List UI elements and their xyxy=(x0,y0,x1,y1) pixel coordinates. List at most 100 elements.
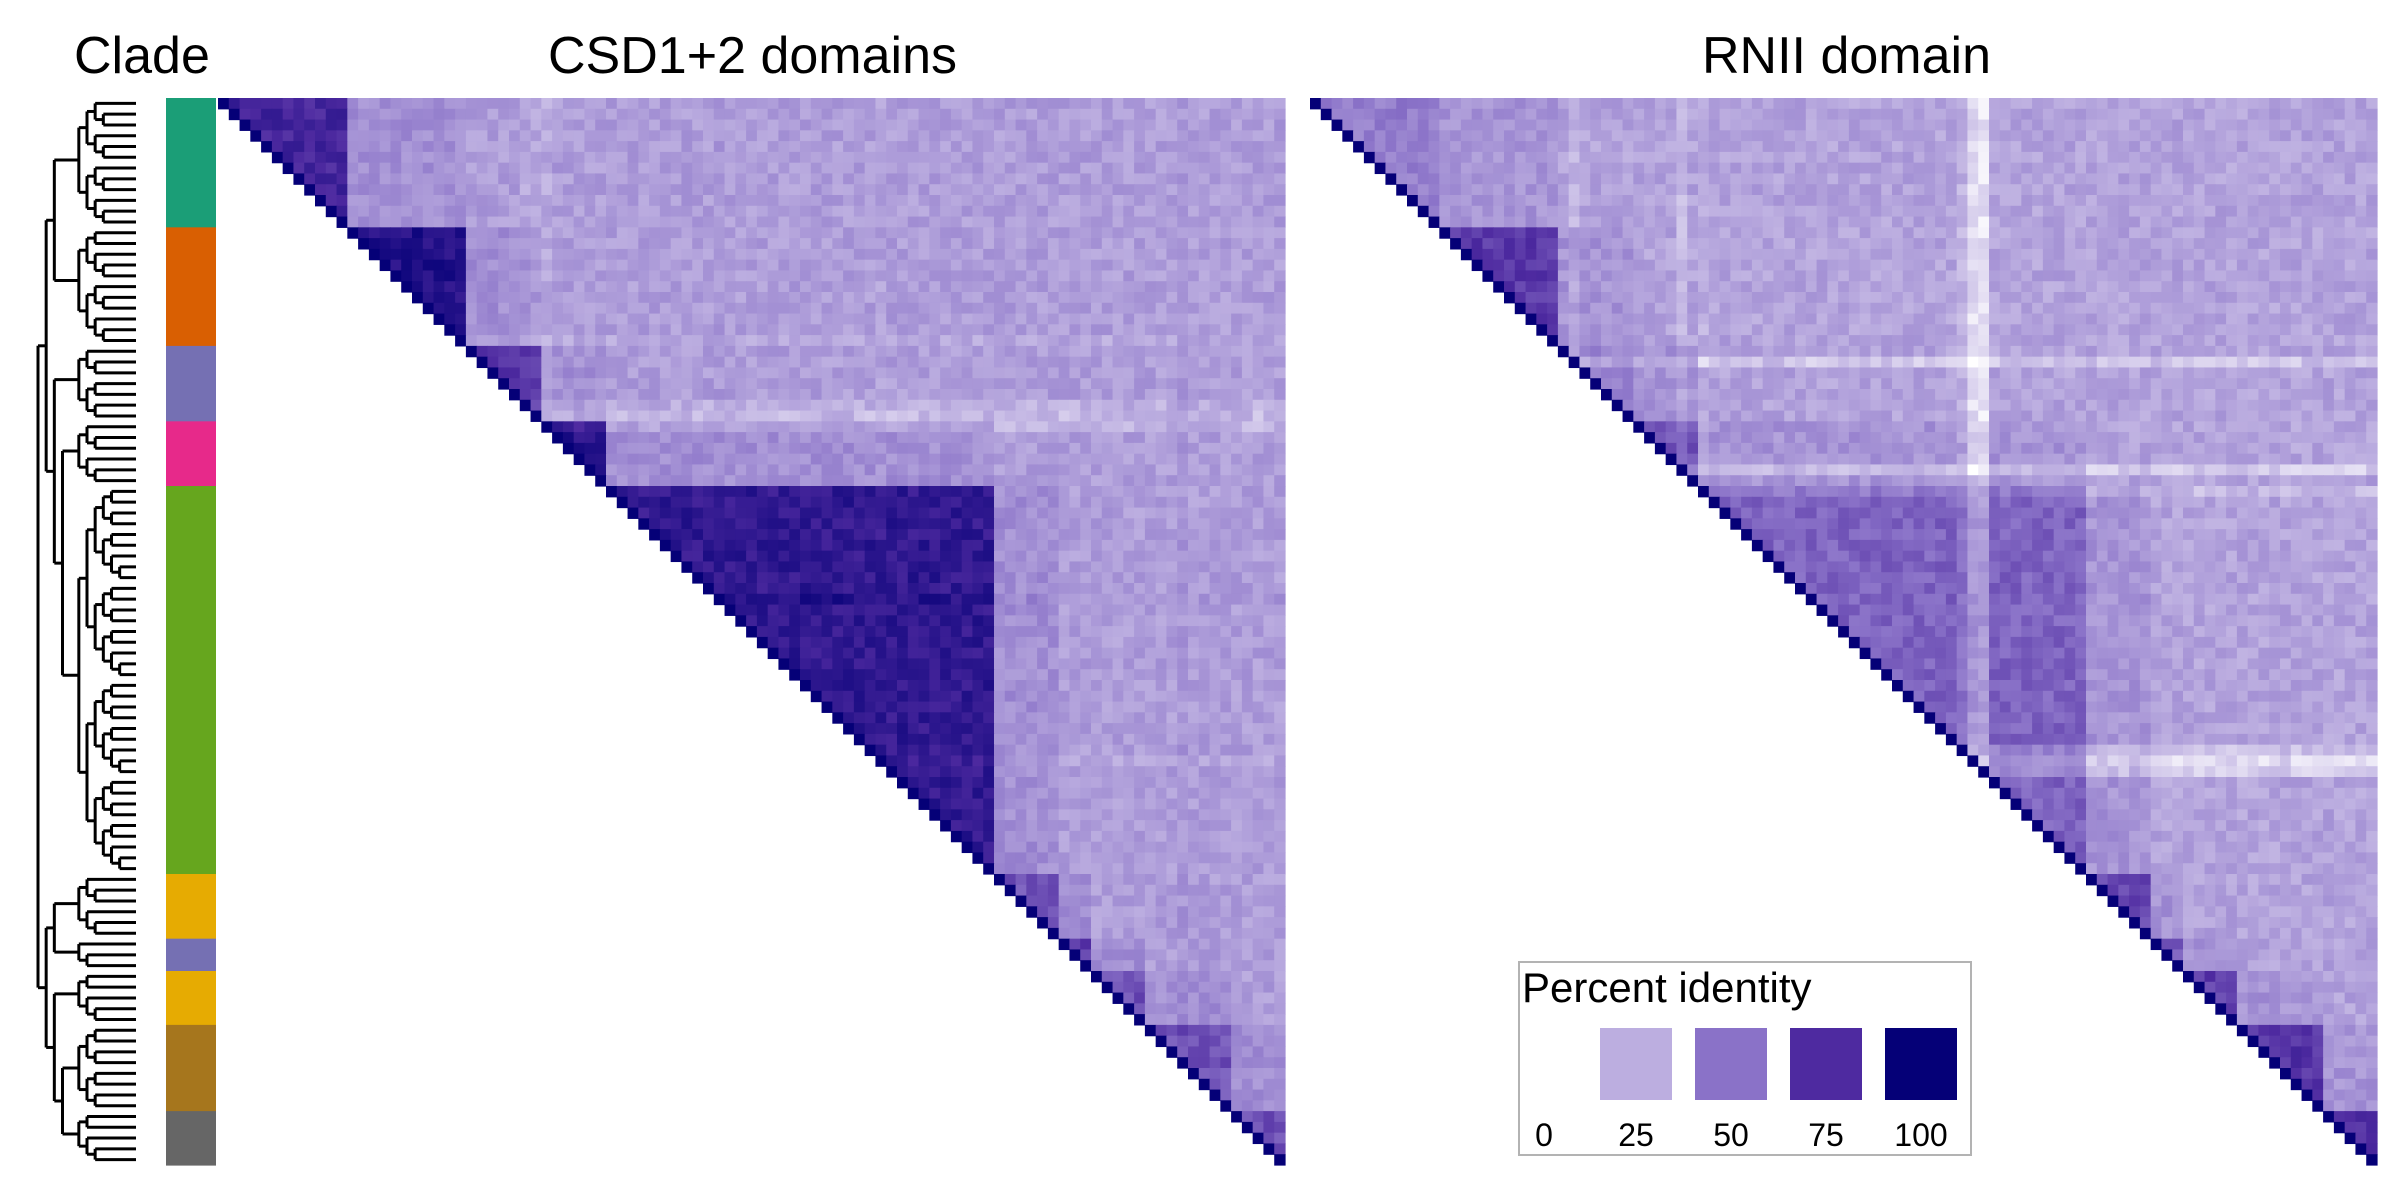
heatmap-cell xyxy=(1123,130,1135,142)
heatmap-cell xyxy=(918,421,930,433)
heatmap-cell xyxy=(1263,518,1275,530)
heatmap-cell xyxy=(1198,324,1211,336)
heatmap-cell xyxy=(455,238,467,250)
heatmap-cell xyxy=(1058,626,1071,638)
heatmap-cell xyxy=(940,723,952,735)
heatmap-cell xyxy=(1144,723,1157,735)
heatmap-cell xyxy=(1263,755,1275,767)
heatmap-cell xyxy=(1220,874,1232,886)
heatmap-cell xyxy=(659,518,672,530)
heatmap-cell xyxy=(703,529,715,541)
heatmap-cell xyxy=(562,389,575,401)
heatmap-cell xyxy=(1166,475,1178,487)
heatmap-cell xyxy=(1015,335,1027,347)
heatmap-cell xyxy=(1252,755,1265,767)
heatmap-cell xyxy=(853,108,866,121)
heatmap-cell xyxy=(1047,518,1060,530)
heatmap-cell xyxy=(746,518,758,530)
heatmap-cell xyxy=(1058,787,1071,800)
heatmap-cell xyxy=(315,173,327,185)
heatmap-cell xyxy=(886,389,898,401)
heatmap-cell xyxy=(1231,550,1243,563)
heatmap-cell xyxy=(1263,820,1275,832)
heatmap-cell xyxy=(1177,184,1189,196)
heatmap-cell xyxy=(886,572,898,584)
heatmap-cell xyxy=(756,130,769,142)
heatmap-cell xyxy=(1263,539,1275,552)
heatmap-cell xyxy=(573,130,586,142)
heatmap-cell xyxy=(897,313,909,325)
heatmap-cell xyxy=(1112,917,1124,929)
heatmap-cell xyxy=(821,680,833,692)
heatmap-cell xyxy=(907,733,920,746)
heatmap-cell xyxy=(950,151,963,164)
heatmap-cell xyxy=(886,151,898,164)
heatmap-cell xyxy=(1241,389,1254,401)
heatmap-cell xyxy=(1026,830,1038,843)
heatmap-cell xyxy=(983,820,995,832)
heatmap-cell xyxy=(692,313,704,325)
heatmap-cell xyxy=(1209,356,1221,369)
heatmap-cell xyxy=(746,195,758,207)
heatmap-cell xyxy=(390,151,402,164)
heatmap-cell xyxy=(1252,281,1265,293)
heatmap-cell xyxy=(519,98,532,110)
heatmap-cell xyxy=(950,733,963,746)
heatmap-cell xyxy=(509,227,521,239)
heatmap-cell xyxy=(929,302,941,315)
heatmap-cell xyxy=(961,669,974,681)
heatmap-cell xyxy=(670,389,683,401)
heatmap-cell xyxy=(1274,205,1286,218)
heatmap-cell xyxy=(1058,496,1071,509)
heatmap-cell xyxy=(509,281,521,293)
heatmap-cell xyxy=(692,141,704,153)
heatmap-cell xyxy=(1004,636,1017,649)
heatmap-cell xyxy=(541,410,553,422)
heatmap-cell xyxy=(789,658,801,670)
heatmap-cell xyxy=(1058,302,1071,315)
clade-color-block xyxy=(166,1111,216,1166)
heatmap-cell xyxy=(853,615,866,627)
heatmap-cell xyxy=(530,389,542,401)
heatmap-cell xyxy=(498,292,510,304)
heatmap-cell xyxy=(1220,410,1232,422)
heatmap-cell xyxy=(1231,345,1243,358)
heatmap-cell xyxy=(929,399,941,412)
heatmap-cell xyxy=(929,572,941,584)
heatmap-cell xyxy=(1091,378,1103,390)
heatmap-cell xyxy=(940,378,952,390)
heatmap-cell xyxy=(649,475,661,487)
heatmap-cell xyxy=(778,572,790,584)
heatmap-cell xyxy=(918,108,930,121)
heatmap-cell xyxy=(1004,216,1017,228)
heatmap-cell xyxy=(1101,119,1114,131)
heatmap-cell xyxy=(1069,604,1081,616)
heatmap-cell xyxy=(972,507,984,519)
heatmap-cell xyxy=(886,507,898,519)
heatmap-cell xyxy=(907,615,920,627)
heatmap-cell xyxy=(1080,270,1092,282)
heatmap-cell xyxy=(886,486,898,498)
heatmap-cell xyxy=(950,787,963,800)
heatmap-cell xyxy=(1047,658,1060,670)
heatmap-cell xyxy=(1166,647,1178,660)
heatmap-cell xyxy=(1101,399,1114,412)
heatmap-cell xyxy=(832,367,844,379)
heatmap-cell xyxy=(498,141,510,153)
heatmap-cell xyxy=(692,162,704,175)
heatmap-cell xyxy=(853,529,866,541)
heatmap-cell xyxy=(864,410,877,422)
heatmap-cell xyxy=(832,496,844,509)
heatmap-cell xyxy=(1134,755,1146,767)
heatmap-cell xyxy=(778,604,790,616)
heatmap-cell xyxy=(1037,809,1049,821)
heatmap-cell xyxy=(1004,389,1017,401)
heatmap-cell xyxy=(476,281,489,293)
heatmap-cell xyxy=(875,636,887,649)
heatmap-cell xyxy=(1188,518,1200,530)
heatmap-cell xyxy=(681,270,693,282)
heatmap-cell xyxy=(950,399,963,412)
heatmap-cell xyxy=(778,442,790,455)
heatmap-cell xyxy=(778,162,790,175)
heatmap-cell xyxy=(562,313,575,325)
